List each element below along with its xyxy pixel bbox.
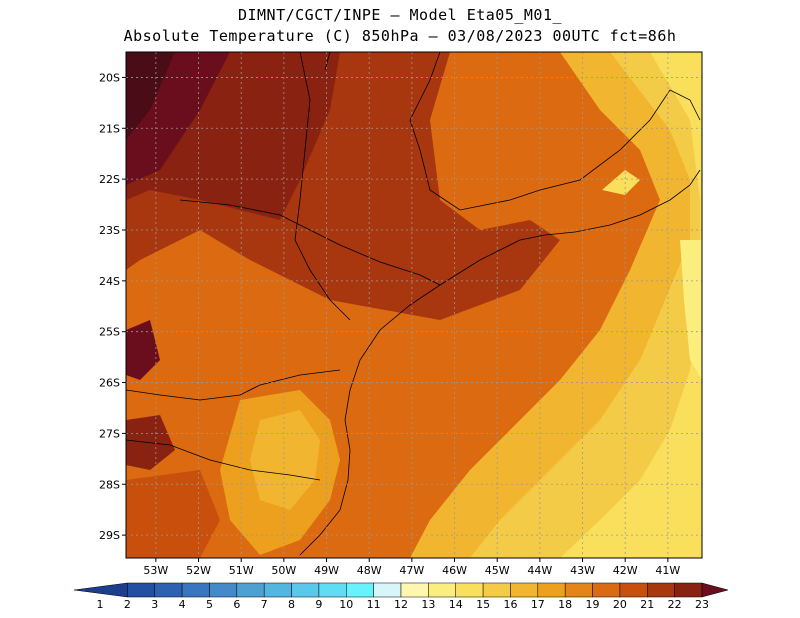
lat-label: 21S	[99, 122, 120, 135]
colorbar-label: 10	[339, 598, 354, 611]
colorbar-label: 15	[476, 598, 491, 611]
state-border-rs	[126, 439, 321, 481]
colorbar-swatch	[181, 582, 210, 598]
colorbar-swatch	[510, 582, 539, 598]
colorbar-label: 22	[667, 598, 682, 611]
state-border-west	[294, 52, 351, 321]
field-hotspot	[602, 170, 640, 195]
colorbar-label: 19	[585, 598, 600, 611]
lat-label: 27S	[99, 427, 120, 440]
lat-label: 25S	[99, 326, 120, 339]
lon-label: 51W	[229, 564, 254, 577]
coastline	[299, 169, 701, 556]
colorbar-label: 17	[530, 598, 545, 611]
lon-label: 44W	[527, 564, 552, 577]
field-15	[470, 52, 702, 558]
colorbar-label: 16	[503, 598, 518, 611]
colorbar-swatch	[455, 582, 484, 598]
colorbar-swatch	[73, 582, 128, 598]
colorbar	[73, 582, 729, 598]
lat-label: 23S	[99, 224, 120, 237]
colorbar-swatch	[400, 582, 429, 598]
state-border-north	[409, 52, 701, 211]
chart-title-line2: Absolute Temperature (C) 850hPa – 03/08/…	[123, 27, 677, 45]
borders	[126, 52, 701, 556]
colorbar-swatch	[701, 582, 729, 598]
lat-label: 29S	[99, 529, 120, 542]
field-24	[126, 52, 175, 140]
colorbar-label: 13	[421, 598, 436, 611]
lon-label: 52W	[186, 564, 211, 577]
colorbar-swatch	[592, 582, 621, 598]
lon-label: 45W	[485, 564, 510, 577]
field-20	[126, 470, 220, 558]
colorbar-label: 3	[151, 598, 159, 611]
border-top	[324, 52, 331, 71]
field-west-cold	[126, 320, 160, 380]
colorbar-swatch	[127, 582, 155, 598]
colorbar-label: 1	[96, 598, 104, 611]
field-13	[680, 240, 702, 380]
colorbar-label: 9	[315, 598, 323, 611]
colorbar-swatch	[373, 582, 402, 598]
colorbar-label: 23	[695, 598, 709, 611]
colorbar-swatch	[647, 582, 675, 598]
colorbar-swatch	[291, 582, 320, 598]
colorbar-swatch	[346, 582, 374, 598]
field-14	[560, 52, 702, 558]
field-17-south	[250, 410, 320, 510]
colorbar-label: 14	[448, 598, 463, 611]
lon-label: 53W	[143, 564, 168, 577]
lon-axis: 53W 52W 51W 50W 49W 48W 47W 46W 45W 44W 43W 42W 41W	[143, 558, 680, 577]
colorbar-swatch	[154, 582, 183, 598]
colorbar-swatch	[209, 582, 238, 598]
colorbar-swatch	[236, 582, 265, 598]
lat-label: 22S	[99, 173, 120, 186]
lon-label: 49W	[314, 564, 339, 577]
lon-label: 47W	[399, 564, 424, 577]
colorbar-label: 2	[123, 598, 131, 611]
colorbar-label: 5	[205, 598, 213, 611]
lon-label: 50W	[271, 564, 296, 577]
graticule	[126, 52, 702, 558]
lon-label: 41W	[655, 564, 680, 577]
map-frame	[125, 51, 703, 559]
colorbar-label: 18	[558, 598, 573, 611]
lon-label: 43W	[570, 564, 595, 577]
colorbar-label: 21	[640, 598, 655, 611]
lat-label: 20S	[99, 71, 120, 84]
colorbar-swatch	[674, 582, 703, 598]
lon-label: 46W	[442, 564, 467, 577]
colorbar-label: 4	[178, 598, 186, 611]
colorbar-label: 8	[288, 598, 296, 611]
colorbar-label: 20	[612, 598, 627, 611]
state-border-parana	[179, 199, 441, 286]
lon-label: 42W	[613, 564, 638, 577]
colorbar-swatch	[482, 582, 511, 598]
lat-label: 28S	[99, 478, 120, 491]
lat-label: 24S	[99, 275, 120, 288]
colorbar-label: 6	[233, 598, 241, 611]
colorbar-label: 11	[366, 598, 381, 611]
colorbar-label: 7	[260, 598, 268, 611]
colorbar-swatch	[564, 582, 593, 598]
colorbar-swatch	[537, 582, 566, 598]
chart-title-line1: DIMNT/CGCT/INPE – Model Eta05_M01_	[237, 6, 563, 24]
colorbar-label: 12	[394, 598, 408, 611]
colorbar-swatch	[619, 582, 648, 598]
lat-axis: 20S 21S 22S 23S 24S 25S 26S 27S 28S 29S	[99, 71, 126, 542]
colorbar-swatch	[428, 582, 456, 598]
colorbar-swatch	[263, 582, 292, 598]
lat-label: 26S	[99, 377, 120, 390]
temperature-field	[126, 52, 702, 558]
lon-label: 48W	[357, 564, 382, 577]
state-border-south	[126, 369, 341, 401]
colorbar-swatch	[318, 582, 347, 598]
